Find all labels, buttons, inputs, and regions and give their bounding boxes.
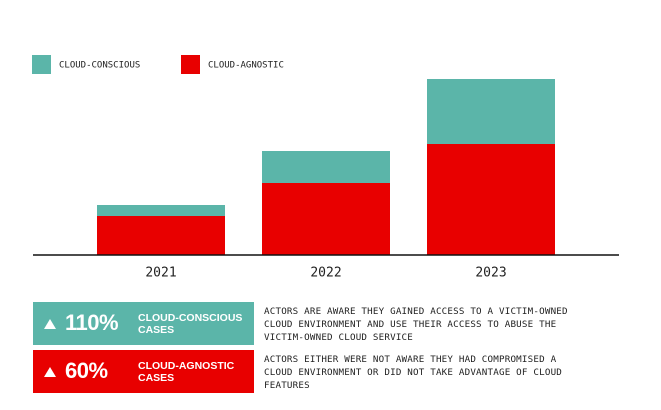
- bar-segment: [262, 151, 390, 183]
- callout-box: 60% CLOUD-AGNOSTIC CASES: [33, 350, 254, 393]
- callout-box: 110% CLOUD-CONSCIOUS CASES: [33, 302, 254, 345]
- change-value: 60%: [65, 358, 108, 383]
- up-arrow: [44, 319, 56, 329]
- description: ACTORS EITHER WERE NOT AWARE THEY HAD CO…: [264, 354, 563, 391]
- legend-label: CLOUD-AGNOSTIC: [208, 61, 284, 71]
- legend-swatch: [181, 55, 200, 74]
- change-value: 110%: [65, 310, 119, 335]
- change-label: CLOUD-AGNOSTIC CASES: [138, 360, 235, 384]
- bar-segment: [97, 205, 225, 216]
- chart: CLOUD-CONSCIOUS CLOUD-AGNOSTIC 2021 2022 202…: [32, 55, 619, 281]
- callout: 60% CLOUD-AGNOSTIC CASES ACTORS EITHER WER…: [33, 350, 661, 393]
- bar-segment: [427, 79, 555, 144]
- callout: 110% CLOUD-CONSCIOUS CASES ACTORS ARE AWAR…: [33, 302, 661, 345]
- bar-segment: [262, 183, 390, 255]
- x-tick-label: 2022: [310, 266, 341, 281]
- bar-segment: [97, 216, 225, 255]
- bar-segment: [427, 144, 555, 255]
- legend-label: CLOUD-CONSCIOUS: [59, 61, 140, 71]
- description: ACTORS ARE AWARE THEY GAINED ACCESS TO A…: [264, 306, 568, 343]
- up-arrow: [44, 367, 56, 377]
- x-tick-label: 2023: [475, 266, 506, 281]
- x-tick-label: 2021: [145, 266, 176, 281]
- change-label: CLOUD-CONSCIOUS CASES: [138, 312, 243, 336]
- legend-swatch: [32, 55, 51, 74]
